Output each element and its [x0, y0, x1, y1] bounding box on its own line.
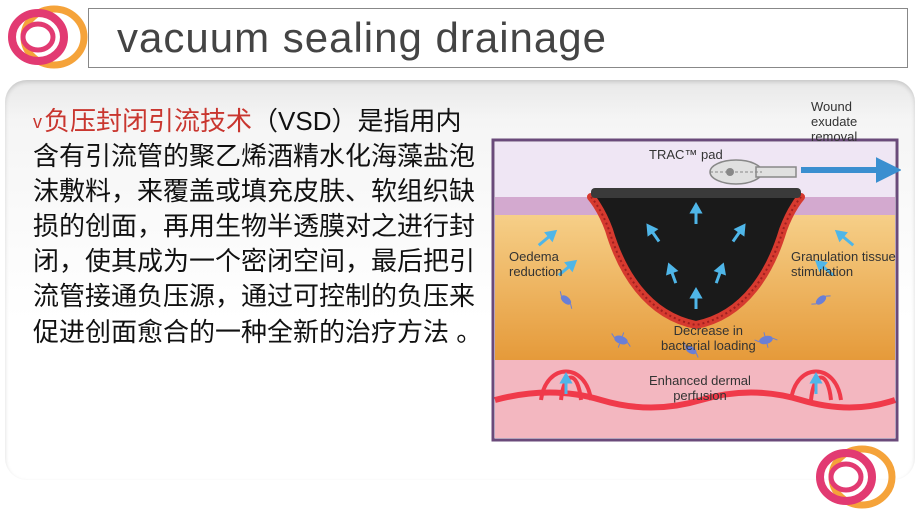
logo-top-left	[4, 2, 94, 72]
label-perfusion: Enhanced dermalperfusion	[649, 374, 751, 404]
diagram-area: Woundexudate removal TRAC™ pad Oedemared…	[491, 100, 903, 468]
label-wound-exudate: Woundexudate removal	[811, 100, 903, 145]
body-rest: （VSD）是指用内含有引流管的聚乙烯酒精水化海藻盐泡沫敷料，来覆盖或填充皮肤、软…	[33, 106, 482, 347]
bullet-glyph: v	[33, 112, 42, 132]
content-panel: v负压封闭引流技术（VSD）是指用内含有引流管的聚乙烯酒精水化海藻盐泡沫敷料，来…	[5, 80, 915, 480]
slide-title-bar: vacuum sealing drainage	[88, 8, 908, 68]
highlighted-term: 负压封闭引流技术	[44, 106, 252, 136]
label-bacterial: Decrease inbacterial loading	[661, 324, 756, 354]
body-text: v负压封闭引流技术（VSD）是指用内含有引流管的聚乙烯酒精水化海藻盐泡沫敷料，来…	[33, 100, 483, 468]
slide-title: vacuum sealing drainage	[117, 14, 607, 62]
label-granulation: Granulation tissuestimulation	[791, 250, 896, 280]
label-trac-pad: TRAC™ pad	[649, 148, 723, 163]
logo-bottom-right	[812, 442, 902, 512]
label-oedema: Oedemareduction	[509, 250, 562, 280]
